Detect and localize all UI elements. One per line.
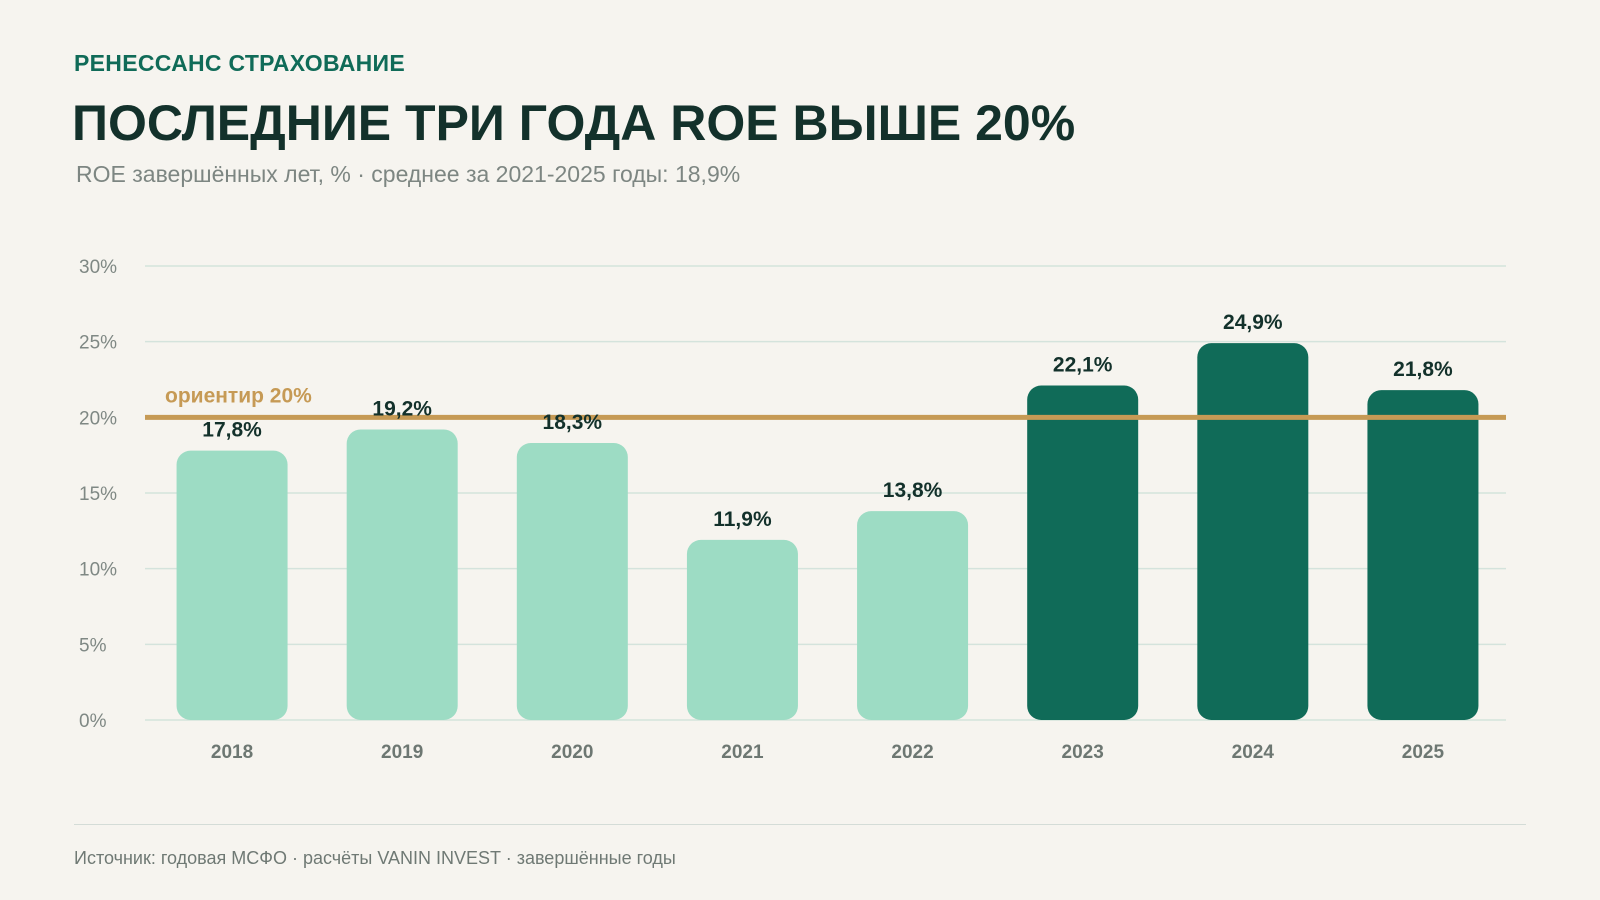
page-title: ПОСЛЕДНИЕ ТРИ ГОДА ROE ВЫШЕ 20%	[72, 95, 1076, 151]
page-subtitle: ROE завершённых лет, % · среднее за 2021…	[76, 161, 741, 187]
benchmark-label: ориентир 20%	[165, 384, 312, 407]
y-tick-label: 25%	[79, 333, 117, 354]
bar-2024	[1197, 343, 1309, 720]
brand-label: РЕНЕССАНС СТРАХОВАНИЕ	[74, 50, 406, 76]
bar-2018	[176, 450, 288, 720]
y-tick-label: 0%	[79, 711, 107, 732]
y-tick-label: 10%	[79, 560, 117, 581]
x-tick-label: 2024	[1232, 742, 1275, 763]
value-label: 11,9%	[713, 508, 772, 531]
value-label: 18,3%	[543, 411, 603, 434]
x-tick-label: 2022	[891, 742, 933, 763]
x-tick-label: 2018	[211, 742, 253, 763]
y-tick-label: 5%	[79, 635, 107, 656]
x-tick-label: 2019	[381, 742, 423, 763]
value-label: 19,2%	[372, 397, 432, 420]
y-tick-label: 15%	[79, 484, 117, 505]
value-label: 21,8%	[1393, 358, 1453, 381]
value-label: 17,8%	[202, 419, 262, 442]
footer-divider	[74, 824, 1526, 825]
value-label: 22,1%	[1053, 354, 1113, 377]
bar-2023	[1027, 385, 1139, 720]
y-tick-label: 20%	[79, 408, 117, 429]
bar-2019	[346, 429, 458, 720]
bar-2025	[1367, 390, 1479, 720]
value-label: 24,9%	[1223, 311, 1283, 334]
bar-2022	[857, 511, 969, 720]
bar-2021	[686, 539, 798, 720]
x-tick-label: 2021	[721, 742, 764, 763]
bar-2020	[516, 443, 628, 720]
x-tick-label: 2025	[1402, 742, 1445, 763]
source-note: Источник: годовая МСФО · расчёты VANIN I…	[74, 848, 676, 868]
x-tick-label: 2023	[1062, 742, 1104, 763]
x-tick-label: 2020	[551, 742, 593, 763]
value-label: 13,8%	[883, 479, 943, 502]
y-tick-label: 30%	[79, 257, 117, 278]
